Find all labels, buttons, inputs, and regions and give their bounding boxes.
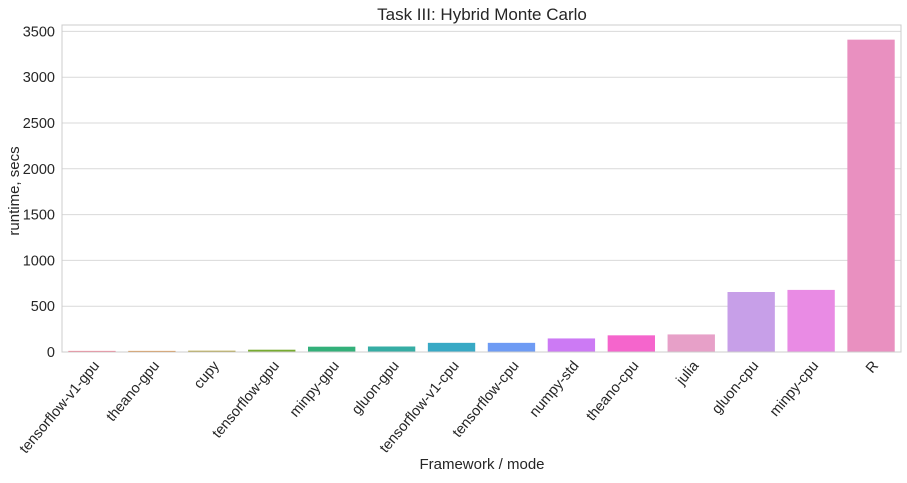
- x-tick-labels: tensorflow-v1-gpu theano-gpu cupytensorflo…: [17, 358, 882, 457]
- bar-gluon-cpu: [727, 292, 775, 352]
- x-tick-label: R: [863, 358, 882, 376]
- y-tick-label: 2500: [23, 116, 55, 132]
- x-tick-label: tensorflow-v1-gpu: [17, 358, 103, 457]
- y-tick-labels: 0 500 1000 1500 2000 2500 3000 3500: [23, 24, 55, 361]
- y-tick-label: 2000: [23, 162, 55, 178]
- x-tick-label: minpy-gpu: [287, 358, 343, 420]
- chart-title: Task III: Hybrid Monte Carlo: [377, 5, 587, 24]
- bar-julia: [667, 334, 715, 352]
- bar-minpy-gpu: [308, 346, 356, 352]
- y-axis-label: runtime, secs: [6, 146, 23, 235]
- x-tick-label: numpy-std: [527, 358, 583, 420]
- bar-numpy-std: [547, 338, 596, 352]
- gridlines: [62, 30, 901, 353]
- bar-cupy: [188, 350, 236, 352]
- bar-tensorflow-v1-gpu: [68, 350, 116, 352]
- x-tick-label: theano-cpu: [583, 358, 642, 424]
- bar-tensorflow-cpu: [487, 342, 536, 352]
- x-tick-label: gluon-cpu: [709, 358, 762, 417]
- y-tick-label: 0: [47, 345, 55, 361]
- plot-frame: [61, 24, 902, 353]
- bar-tensorflow-gpu: [248, 349, 296, 352]
- bar-R: [847, 39, 895, 353]
- x-axis-label: Framework / mode: [419, 456, 544, 473]
- x-tick-label: cupy: [191, 358, 223, 392]
- bar-tensorflow-v1-cpu: [427, 342, 476, 352]
- x-tick-label: minpy-cpu: [767, 358, 822, 420]
- y-tick-label: 1500: [23, 208, 55, 224]
- bar-theano-gpu: [128, 350, 176, 352]
- x-tick-label: julia: [673, 358, 703, 390]
- bar-minpy-cpu: [787, 289, 835, 352]
- bar-gluon-gpu: [367, 346, 416, 352]
- y-tick-label: 3000: [23, 70, 55, 86]
- y-tick-label: 1000: [23, 253, 55, 269]
- y-tick-label: 3500: [23, 24, 55, 40]
- bar-theano-cpu: [607, 335, 655, 352]
- y-tick-label: 500: [31, 299, 55, 315]
- x-tick-label: gluon-gpu: [349, 358, 403, 418]
- bars: [68, 39, 895, 353]
- x-tick-label: theano-gpu: [104, 358, 163, 424]
